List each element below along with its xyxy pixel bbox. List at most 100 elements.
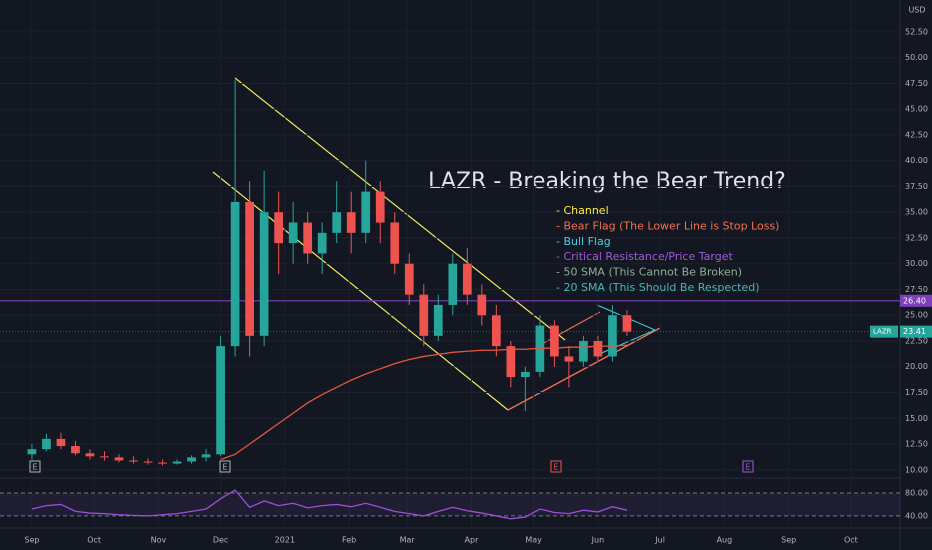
- candle-body: [100, 456, 109, 458]
- candle-body: [288, 222, 298, 244]
- series-line: [220, 344, 627, 461]
- x-tick-label: May: [525, 536, 542, 545]
- channel-upper: [234, 77, 566, 341]
- x-tick-label: Sep: [781, 536, 796, 545]
- x-tick-label: Dec: [213, 536, 228, 545]
- candle-body: [216, 346, 225, 455]
- y-tick-label: 12.50: [905, 440, 928, 449]
- annotation: - 50 SMA (This Cannot Be Broken): [556, 266, 742, 279]
- candle-body: [27, 449, 37, 455]
- y-tick-label: 80.00: [905, 488, 928, 497]
- candle-body: [448, 263, 458, 305]
- x-tick-label: Aug: [717, 536, 733, 545]
- y-tick-label: 35.00: [905, 208, 928, 217]
- candle-body: [593, 340, 603, 357]
- y-tick-label: 17.50: [905, 388, 928, 397]
- candle-body: [521, 371, 530, 378]
- x-tick-label: Apr: [465, 536, 480, 545]
- x-tick-label: Jun: [591, 536, 605, 545]
- candle-body: [317, 232, 327, 254]
- earnings-icon: [29, 460, 41, 473]
- candle-body: [564, 356, 574, 362]
- annotation: - 20 SMA (This Should Be Respected): [556, 281, 760, 294]
- series-line: [31, 489, 628, 520]
- resistance-tag: [900, 294, 932, 307]
- candle-body: [462, 263, 472, 295]
- candle-body: [491, 315, 501, 347]
- candle-body: [230, 201, 240, 347]
- x-tick-label: Jul: [654, 536, 665, 545]
- candle-body: [550, 325, 559, 357]
- y-tick-label: 40.00: [905, 511, 928, 520]
- x-tick-label: Mar: [400, 536, 416, 545]
- x-tick-label: Sep: [24, 536, 39, 545]
- y-tick-label: 30.00: [905, 259, 928, 268]
- chart-title: LAZR - Breaking the Bear Trend?: [428, 169, 786, 194]
- candle-body: [375, 191, 385, 223]
- earnings-label: E: [553, 463, 558, 472]
- annotation: - Bear Flag (The Lower Line is Stop Loss…: [556, 219, 779, 232]
- candle-body: [419, 294, 429, 336]
- y-tick-label: 47.50: [905, 79, 928, 88]
- last-price-tag: [900, 325, 932, 338]
- candle-body: [274, 212, 283, 244]
- currency: USD: [908, 6, 925, 15]
- channel-lower: [212, 171, 509, 411]
- symbol-tag: [870, 325, 898, 338]
- annotation: - Bull Flag: [556, 235, 611, 248]
- x-tick-label: Oct: [87, 536, 101, 545]
- annotation: - Critical Resistance/Price Target: [556, 250, 733, 263]
- x-tick-label: Feb: [342, 536, 356, 545]
- candle-body: [404, 263, 414, 295]
- y-tick-label: 10.00: [905, 465, 928, 474]
- candle-body: [390, 222, 400, 264]
- candle-body: [129, 460, 138, 462]
- candle-body: [42, 438, 51, 450]
- earnings-icon: [742, 460, 754, 473]
- y-tick-label: 25.00: [905, 311, 928, 320]
- candle-body: [85, 453, 95, 457]
- earnings-label: E: [32, 463, 37, 472]
- candle-body: [579, 340, 588, 362]
- symbol-label: LAZR: [873, 328, 892, 336]
- x-tick-label: 2021: [275, 536, 295, 545]
- last-price-label: 23.41: [903, 327, 926, 336]
- candle-body: [477, 294, 487, 316]
- candle-body: [259, 212, 269, 336]
- candle-body: [608, 315, 617, 357]
- y-tick-label: 42.50: [905, 130, 928, 139]
- y-tick-label: 20.00: [905, 362, 928, 371]
- bear-flag-upper: [539, 311, 601, 346]
- y-tick-label: 52.50: [905, 27, 928, 36]
- candle-body: [346, 212, 356, 233]
- candle-body: [433, 304, 443, 336]
- y-tick-label: 45.00: [905, 105, 928, 114]
- y-tick-label: 32.50: [905, 233, 928, 242]
- y-tick-label: 37.50: [905, 182, 928, 191]
- candle-body: [303, 222, 313, 254]
- candle-body: [158, 462, 167, 464]
- earnings-label: E: [745, 463, 750, 472]
- y-tick-label: 22.50: [905, 336, 928, 345]
- resistance-label: 26.40: [903, 296, 926, 305]
- candle-body: [71, 446, 80, 454]
- y-tick-label: 15.00: [905, 414, 928, 423]
- y-tick-label: 50.00: [905, 53, 928, 62]
- candle-body: [187, 457, 196, 462]
- x-tick-label: Oct: [844, 536, 858, 545]
- y-tick-label: 40.00: [905, 156, 928, 165]
- candle-body: [245, 201, 254, 336]
- candle-body: [143, 461, 153, 463]
- annotation: - Channel: [556, 204, 609, 217]
- candle-body: [332, 212, 342, 233]
- x-tick-label: Nov: [151, 536, 167, 545]
- candle-body: [114, 457, 124, 461]
- earnings-icon: [550, 460, 562, 473]
- y-tick-label: 27.50: [905, 285, 928, 294]
- candle-body: [201, 454, 211, 458]
- candle-body: [622, 315, 632, 332]
- earnings-label: E: [222, 463, 227, 472]
- candle-body: [361, 191, 371, 233]
- rsi-band: [0, 492, 900, 516]
